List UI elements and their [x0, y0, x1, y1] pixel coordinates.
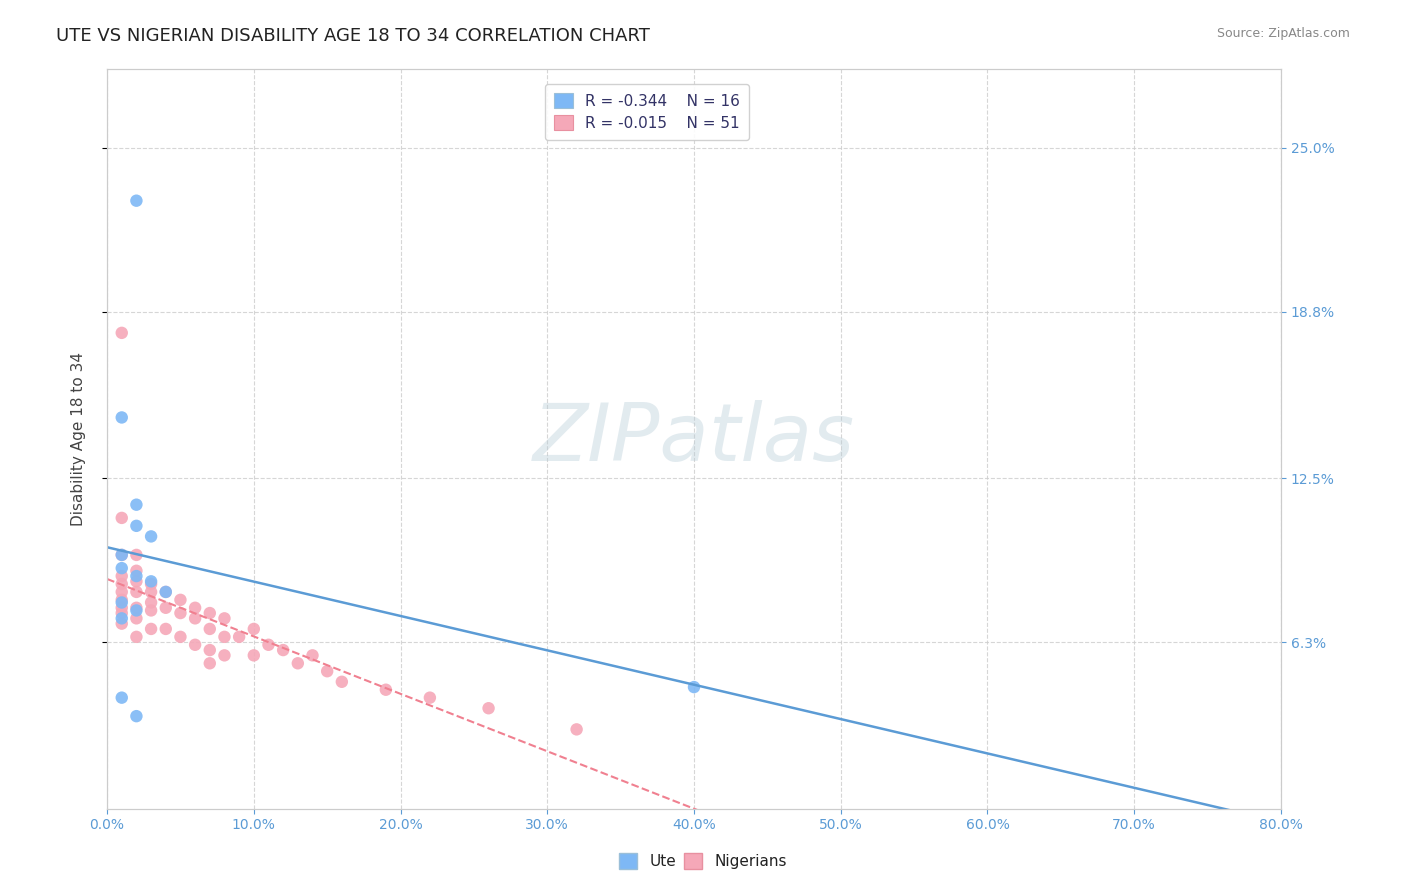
Point: [214, 611, 236, 625]
Point: [125, 709, 148, 723]
Point: [271, 643, 294, 657]
Point: [125, 548, 148, 562]
Point: [198, 606, 221, 620]
Point: [287, 657, 309, 671]
Point: [125, 611, 148, 625]
Point: [111, 548, 134, 562]
Point: [111, 511, 134, 525]
Point: [111, 561, 134, 575]
Point: [125, 630, 148, 644]
Point: [111, 585, 134, 599]
Point: [111, 548, 134, 562]
Point: [111, 595, 134, 609]
Point: [111, 577, 134, 591]
Point: [139, 603, 162, 617]
Point: [111, 592, 134, 607]
Point: [125, 574, 148, 589]
Point: [125, 564, 148, 578]
Point: [125, 194, 148, 208]
Point: [214, 648, 236, 663]
Point: [257, 638, 280, 652]
Legend: R = -0.344    N = 16, R = -0.015    N = 51: R = -0.344 N = 16, R = -0.015 N = 51: [546, 84, 749, 140]
Point: [243, 622, 266, 636]
Point: [125, 498, 148, 512]
Point: [330, 674, 353, 689]
Point: [184, 611, 207, 625]
Point: [111, 616, 134, 631]
Point: [125, 603, 148, 617]
Point: [683, 680, 706, 694]
Point: [184, 600, 207, 615]
Point: [477, 701, 499, 715]
Point: [111, 569, 134, 583]
Y-axis label: Disability Age 18 to 34: Disability Age 18 to 34: [72, 351, 86, 525]
Point: [125, 569, 148, 583]
Point: [228, 630, 250, 644]
Point: [125, 600, 148, 615]
Point: [155, 600, 177, 615]
Point: [111, 410, 134, 425]
Point: [139, 622, 162, 636]
Text: UTE VS NIGERIAN DISABILITY AGE 18 TO 34 CORRELATION CHART: UTE VS NIGERIAN DISABILITY AGE 18 TO 34 …: [56, 27, 650, 45]
Point: [125, 518, 148, 533]
Point: [139, 595, 162, 609]
Point: [184, 638, 207, 652]
Point: [111, 690, 134, 705]
Point: [316, 664, 339, 678]
Text: ZIPatlas: ZIPatlas: [533, 400, 855, 477]
Point: [139, 577, 162, 591]
Point: [155, 622, 177, 636]
Point: [111, 606, 134, 620]
Point: [111, 326, 134, 340]
Point: [243, 648, 266, 663]
Point: [169, 592, 191, 607]
Point: [301, 648, 323, 663]
Point: [198, 657, 221, 671]
Point: [419, 690, 441, 705]
Point: [139, 529, 162, 543]
Point: [139, 585, 162, 599]
Legend: Ute, Nigerians: Ute, Nigerians: [613, 847, 793, 875]
Point: [111, 600, 134, 615]
Text: Source: ZipAtlas.com: Source: ZipAtlas.com: [1216, 27, 1350, 40]
Point: [374, 682, 396, 697]
Point: [198, 643, 221, 657]
Point: [565, 723, 588, 737]
Point: [169, 630, 191, 644]
Point: [125, 585, 148, 599]
Point: [139, 574, 162, 589]
Point: [155, 585, 177, 599]
Point: [198, 622, 221, 636]
Point: [111, 611, 134, 625]
Point: [155, 585, 177, 599]
Point: [214, 630, 236, 644]
Point: [169, 606, 191, 620]
